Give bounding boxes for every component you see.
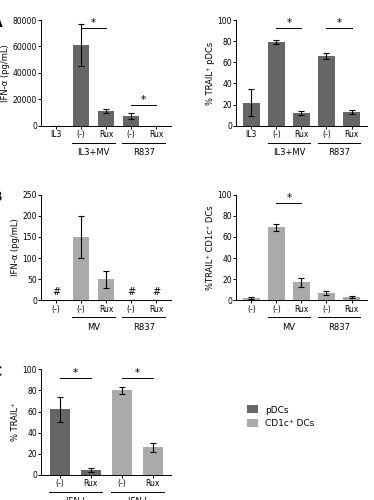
Text: IL3+MV: IL3+MV bbox=[273, 148, 305, 157]
Bar bbox=[318, 293, 335, 300]
Bar bbox=[243, 298, 260, 300]
Y-axis label: IFN-α (pg/mL): IFN-α (pg/mL) bbox=[11, 218, 20, 276]
Text: A: A bbox=[0, 16, 3, 30]
Text: R837: R837 bbox=[328, 148, 350, 157]
Text: R837: R837 bbox=[133, 148, 155, 157]
Bar bbox=[343, 112, 360, 126]
Y-axis label: % TRAIL⁺: % TRAIL⁺ bbox=[11, 403, 20, 442]
Bar bbox=[73, 237, 89, 300]
Text: MV: MV bbox=[282, 322, 295, 332]
Bar bbox=[318, 56, 335, 126]
Text: *: * bbox=[337, 18, 341, 28]
Legend: pDCs, CD1c⁺ DCs: pDCs, CD1c⁺ DCs bbox=[247, 406, 315, 428]
Bar bbox=[98, 279, 114, 300]
Y-axis label: % TRAIL⁺ pDCs: % TRAIL⁺ pDCs bbox=[206, 42, 215, 104]
Bar bbox=[293, 113, 310, 126]
Y-axis label: %TRAIL⁺ CD1c⁺ DCs: %TRAIL⁺ CD1c⁺ DCs bbox=[206, 205, 215, 290]
Text: #: # bbox=[127, 288, 135, 298]
Text: *: * bbox=[286, 18, 291, 28]
Text: *: * bbox=[286, 193, 291, 203]
Text: #: # bbox=[52, 288, 60, 298]
Text: *: * bbox=[135, 368, 140, 378]
Text: IL3+MV: IL3+MV bbox=[77, 148, 110, 157]
Bar bbox=[50, 410, 70, 475]
Bar bbox=[123, 116, 140, 126]
Bar bbox=[81, 470, 101, 475]
Bar bbox=[268, 228, 285, 300]
Text: R837: R837 bbox=[133, 322, 155, 332]
Text: MV: MV bbox=[87, 322, 100, 332]
Text: IFN I: IFN I bbox=[128, 497, 147, 500]
Bar bbox=[98, 112, 114, 126]
Text: R837: R837 bbox=[328, 322, 350, 332]
Bar bbox=[268, 42, 285, 126]
Text: *: * bbox=[91, 18, 96, 28]
Bar bbox=[343, 297, 360, 300]
Text: *: * bbox=[73, 368, 78, 378]
Text: #: # bbox=[152, 288, 160, 298]
Text: C: C bbox=[0, 365, 2, 379]
Text: *: * bbox=[141, 94, 146, 104]
Bar bbox=[243, 102, 260, 126]
Y-axis label: IFN-α (pg/mL): IFN-α (pg/mL) bbox=[1, 44, 10, 102]
Bar bbox=[73, 45, 89, 126]
Text: IFN I: IFN I bbox=[66, 497, 85, 500]
Bar bbox=[293, 282, 310, 300]
Text: B: B bbox=[0, 190, 2, 204]
Bar bbox=[111, 390, 132, 475]
Bar bbox=[142, 448, 163, 475]
